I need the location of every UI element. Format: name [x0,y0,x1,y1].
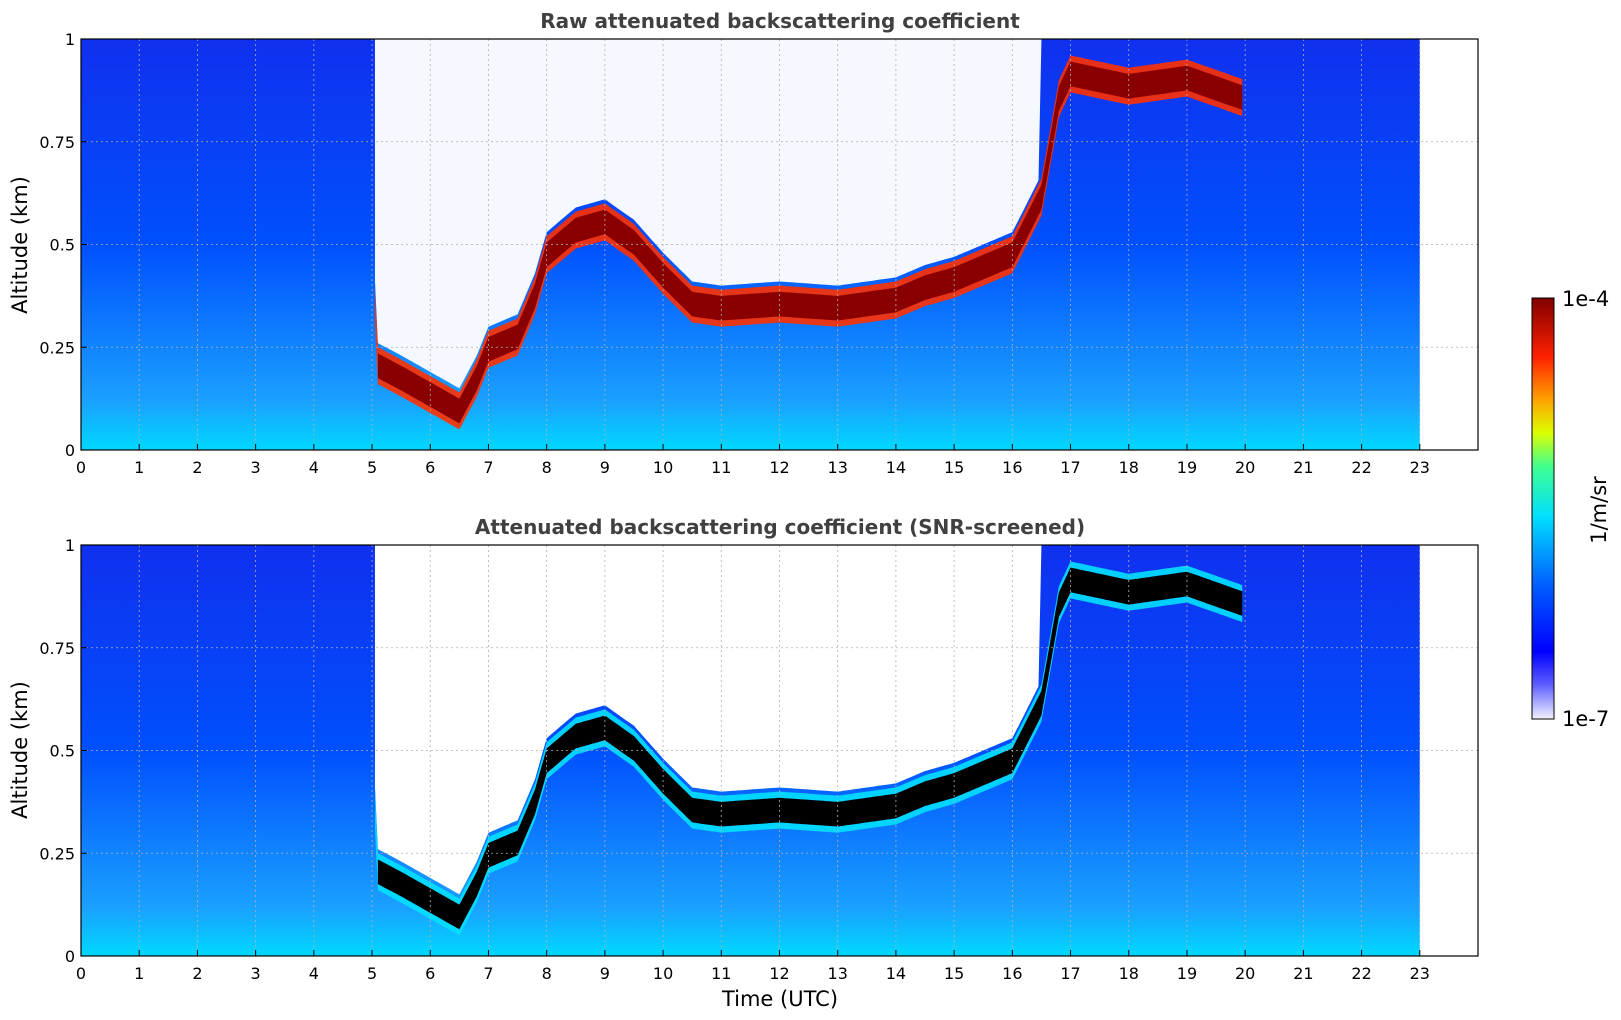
x-tick-label: 5 [367,964,377,983]
x-tick-label: 4 [309,964,319,983]
x-tick-label: 8 [542,458,552,477]
x-tick-label: 3 [251,964,261,983]
y-tick-label: 0.75 [39,639,75,658]
x-tick-label: 11 [711,964,731,983]
x-tick-label: 2 [192,458,202,477]
y-tick-label: 0.5 [50,742,75,761]
x-tick-label: 11 [711,458,731,477]
x-tick-label: 13 [828,964,848,983]
x-tick-label: 22 [1351,458,1371,477]
x-tick-label: 6 [425,458,435,477]
x-tick-label: 19 [1177,964,1197,983]
x-tick-label: 10 [653,458,673,477]
clear-sky-region [374,545,1042,895]
x-tick-label: 23 [1410,458,1430,477]
heatmap-layer [374,39,1243,430]
x-tick-label: 9 [600,964,610,983]
colorbar-min-label: 1e-7 [1562,707,1609,731]
colorbar-unit-label: 1/m/sr [1587,476,1611,544]
clear-sky-region [374,39,1042,389]
x-tick-label: 21 [1293,964,1313,983]
y-tick-label: 0.75 [39,133,75,152]
x-tick-label: 17 [1060,458,1080,477]
colorbar: 1e-4 1e-7 1/m/sr [1531,287,1611,731]
grid [81,545,1478,956]
x-tick-label: 12 [769,964,789,983]
x-tick-label: 18 [1119,964,1139,983]
x-tick-label: 17 [1060,964,1080,983]
y-axis-label: Altitude (km) [8,681,32,819]
colorbar-bar [1531,297,1555,720]
panel-raw: Raw attenuated backscattering coefficien… [8,9,1479,477]
x-tick-label: 13 [828,458,848,477]
x-tick-label: 19 [1177,458,1197,477]
x-axis-ticks: 0 1 2 3 4 5 6 7 8 9 10 11 12 13 14 15 16 17 18 19 20 21 22 23 [76,950,1430,983]
x-tick-label: 10 [653,964,673,983]
colorbar-max-label: 1e-4 [1562,287,1609,311]
x-tick-label: 7 [483,458,493,477]
x-tick-label: 8 [542,964,552,983]
x-tick-label: 3 [251,458,261,477]
layer-core [377,567,1243,930]
x-tick-label: 21 [1293,458,1313,477]
x-tick-label: 0 [76,964,86,983]
x-tick-label: 5 [367,458,377,477]
y-tick-label: 0.5 [50,236,75,255]
x-tick-label: 12 [769,458,789,477]
x-tick-label: 1 [134,458,144,477]
x-tick-label: 15 [944,964,964,983]
x-tick-label: 1 [134,964,144,983]
x-tick-label: 16 [1002,458,1022,477]
y-axis-ticks: 0 0.25 0.5 0.75 1 [39,30,87,460]
x-tick-label: 0 [76,458,86,477]
y-tick-label: 0.25 [39,844,75,863]
layer-core [377,61,1243,424]
x-tick-label: 9 [600,458,610,477]
y-axis-label: Altitude (km) [8,176,32,314]
y-tick-label: 0 [65,947,75,966]
x-tick-label: 6 [425,964,435,983]
panel-title: Attenuated backscattering coefficient (S… [475,515,1085,539]
x-tick-label: 18 [1119,458,1139,477]
heatmap-layer [374,545,1243,936]
panel-snr-screened: Attenuated backscattering coefficient (S… [8,515,1479,1011]
x-axis-ticks: 0 1 2 3 4 5 6 7 8 9 10 11 12 13 14 15 16 17 18 19 20 21 22 23 [76,444,1430,477]
x-tick-label: 2 [192,964,202,983]
y-tick-label: 0 [65,441,75,460]
y-tick-label: 0.25 [39,338,75,357]
x-tick-label: 16 [1002,964,1022,983]
x-tick-label: 20 [1235,964,1255,983]
y-tick-label: 1 [65,536,75,555]
x-tick-label: 4 [309,458,319,477]
x-tick-label: 23 [1410,964,1430,983]
x-tick-label: 14 [886,458,906,477]
x-tick-label: 15 [944,458,964,477]
x-tick-label: 22 [1351,964,1371,983]
x-axis-label: Time (UTC) [721,987,838,1011]
grid [81,39,1478,450]
x-tick-label: 14 [886,964,906,983]
x-tick-label: 20 [1235,458,1255,477]
panel-title: Raw attenuated backscattering coefficien… [540,9,1020,33]
x-tick-label: 7 [483,964,493,983]
y-tick-label: 1 [65,30,75,49]
y-axis-ticks: 0 0.25 0.5 0.75 1 [39,536,87,966]
